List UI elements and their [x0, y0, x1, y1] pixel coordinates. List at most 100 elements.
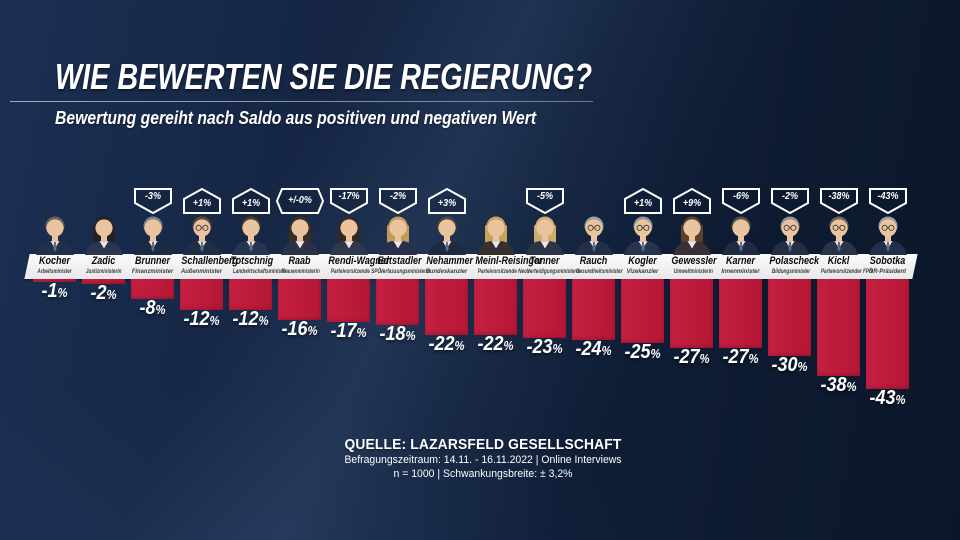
change-badge: +/-0%: [275, 188, 324, 214]
page-title: WIE BEWERTEN SIE DIE REGIERUNG?: [55, 56, 593, 97]
person-photo: [816, 213, 862, 255]
value-bar: [180, 279, 223, 310]
value-label: -43%: [869, 387, 906, 409]
value-bar: [33, 279, 76, 282]
person-name: Tanner: [529, 255, 560, 267]
value-label: -8%: [139, 297, 166, 319]
person-photo: [473, 213, 519, 255]
person-label: Rauch Gesundheitsminister: [569, 254, 623, 279]
percent-sign: %: [797, 360, 808, 374]
value-label: -12%: [183, 308, 220, 330]
person-label: Totschnig Landwirtschaftsminister: [226, 254, 287, 279]
person-column: -38% Kickl Parteivorsitzender FPÖ -38%: [814, 188, 873, 438]
value-label: -16%: [281, 318, 318, 340]
person-photo: [130, 213, 176, 255]
person-name: Sobotka: [869, 255, 906, 267]
percent-sign: %: [601, 344, 612, 358]
bar-chart: Kocher Arbeitsminister -1% Zadic Justizminis…: [24, 188, 918, 448]
value-label: -22%: [428, 333, 465, 355]
value-label: -38%: [820, 374, 857, 396]
percent-sign: %: [356, 326, 367, 340]
person-name: Gewessler: [671, 255, 717, 267]
change-badge: +3%: [427, 188, 466, 214]
change-badge: +1%: [231, 188, 270, 214]
change-value: -2%: [781, 191, 798, 202]
source-title: QUELLE: LAZARSFELD GESELLSCHAFT: [344, 436, 622, 453]
person-column: +3% Nehammer Bundeskanzler -22%: [422, 188, 474, 438]
change-badge: -43%: [868, 188, 907, 214]
change-value: +9%: [682, 198, 701, 209]
value-bar: [131, 279, 174, 299]
person-role: Außenminister: [181, 268, 222, 275]
value-label: -24%: [575, 338, 612, 360]
person-name: Edtstadler: [377, 255, 422, 267]
value-bar: [523, 279, 566, 338]
value-bar: [425, 279, 468, 335]
person-role: Vizekanzler: [626, 268, 659, 275]
percent-sign: %: [895, 393, 906, 407]
value-label: -23%: [526, 336, 563, 358]
percent-sign: %: [57, 286, 68, 300]
person-column: -43% Sobotka NR-Präsident -43%: [863, 188, 912, 438]
person-column: -17% Rendi-Wagner Parteivorsitzende SPÖ -17…: [324, 188, 390, 438]
person-label: Rendi-Wagner Parteivorsitzende SPÖ: [324, 254, 390, 279]
value-label: -1%: [41, 280, 68, 302]
change-badge: -17%: [329, 188, 368, 214]
person-column: +1% Totschnig Landwirtschaftsminister -12%: [226, 188, 287, 438]
person-photo: [375, 213, 421, 255]
person-name: Nehammer: [426, 255, 474, 267]
person-photo: [81, 213, 127, 255]
value-label: -18%: [379, 323, 416, 345]
person-name: Schallenberg: [181, 255, 239, 267]
value-bar: [670, 279, 713, 348]
change-value: +1%: [192, 198, 211, 209]
change-value: +1%: [241, 198, 260, 209]
person-column: Rauch Gesundheitsminister -24%: [569, 188, 623, 438]
person-label: Brunner Finanzminister: [128, 254, 177, 279]
person-column: -3% Brunner Finanzminister -8%: [128, 188, 177, 438]
person-column: +9% Gewessler Umweltministerin -27%: [667, 188, 717, 438]
source-sample: n = 1000 | Schwankungsbreite: ± 3,2%: [393, 468, 573, 480]
person-photo: [424, 213, 470, 255]
person-role: Parteivorsitzende Neos: [477, 268, 530, 275]
page-subtitle: Bewertung gereiht nach Saldo aus positiv…: [55, 107, 537, 128]
change-value: -3%: [144, 191, 161, 202]
change-badge: -38%: [819, 188, 858, 214]
percent-sign: %: [307, 324, 318, 338]
person-label: Kocher Arbeitsminister: [30, 254, 79, 279]
person-name: Rendi-Wagner: [328, 255, 390, 267]
value-bar: [768, 279, 811, 356]
person-label: Kickl Parteivorsitzender FPÖ: [814, 254, 873, 279]
value-bar: [229, 279, 272, 310]
person-column: Zadic Justizministerin -2%: [79, 188, 128, 438]
person-photo: [669, 213, 715, 255]
change-badge: -3%: [133, 188, 172, 214]
person-column: -2% Polascheck Bildungsminister -30%: [765, 188, 819, 438]
percent-sign: %: [258, 314, 269, 328]
value-label: -17%: [330, 320, 367, 342]
value-label: -27%: [722, 346, 759, 368]
person-name: Raab: [288, 255, 311, 267]
change-value: -43%: [876, 191, 899, 202]
percent-sign: %: [405, 329, 416, 343]
person-name: Totschnig: [230, 255, 274, 267]
person-label: Gewessler Umweltministerin: [667, 254, 716, 279]
person-label: Nehammer Bundeskanzler: [422, 254, 474, 279]
person-role: Verteidigungsministerin: [526, 268, 581, 275]
change-badge: -6%: [721, 188, 760, 214]
person-column: +/-0% Raab Frauenministerin -16%: [275, 188, 324, 438]
value-bar: [817, 279, 860, 376]
percent-sign: %: [748, 352, 759, 366]
value-label: -2%: [90, 282, 117, 304]
change-value: +1%: [633, 198, 652, 209]
percent-sign: %: [552, 342, 563, 356]
title-underline: [10, 101, 593, 102]
person-name: Kogler: [628, 255, 657, 267]
person-label: Schallenberg Außenminister: [177, 254, 239, 279]
person-label: Zadic Justizministerin: [79, 254, 128, 279]
value-label: -27%: [673, 346, 710, 368]
person-photo: [571, 213, 617, 255]
person-role: Innenminister: [721, 268, 760, 275]
person-column: Meinl-Reisinger Parteivorsitzende Neos -22…: [471, 188, 543, 438]
person-label: Kogler Vizekanzler: [618, 254, 667, 279]
